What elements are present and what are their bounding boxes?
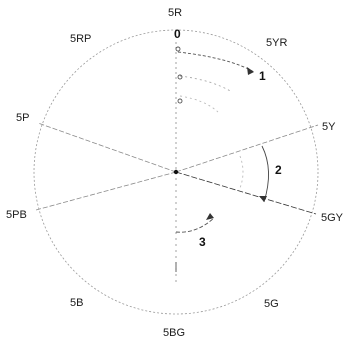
hue-label-5g: 5G (264, 298, 279, 310)
marker-2 (178, 99, 182, 103)
hue-label-5b: 5B (70, 297, 83, 309)
ray-5y (176, 125, 318, 172)
arc-3 (176, 218, 214, 232)
angle-arcs (176, 52, 269, 232)
arc-1 (178, 52, 254, 72)
hue-rays (36, 42, 318, 282)
hue-label-5pb: 5PB (6, 209, 27, 221)
arrowheads (206, 67, 267, 220)
hue-label-5p: 5P (16, 112, 29, 124)
hue-label-5bg: 5BG (163, 327, 185, 339)
marker-1 (178, 75, 182, 79)
number-label-0: 0 (174, 27, 181, 41)
arc-1c (180, 96, 218, 112)
ray-5p (38, 123, 176, 172)
hue-label-5gy: 5GY (321, 212, 344, 224)
hue-label-5yr: 5YR (266, 37, 287, 49)
hue-label-5y: 5Y (322, 121, 336, 133)
arc-2 (262, 146, 269, 202)
center-point (174, 170, 178, 174)
ray-5pb (36, 172, 176, 210)
arc-2b (240, 156, 243, 188)
marker-0 (176, 47, 180, 51)
number-label-2: 2 (275, 163, 282, 177)
axis-markers (176, 47, 182, 272)
arrowhead-3 (206, 213, 214, 220)
hue-label-5rp: 5RP (70, 33, 91, 45)
ray-5gy (176, 172, 316, 214)
arc-1b (180, 76, 232, 92)
hue-label-5r: 5R (168, 7, 182, 19)
number-label-1: 1 (259, 69, 266, 83)
number-label-3: 3 (199, 235, 206, 249)
